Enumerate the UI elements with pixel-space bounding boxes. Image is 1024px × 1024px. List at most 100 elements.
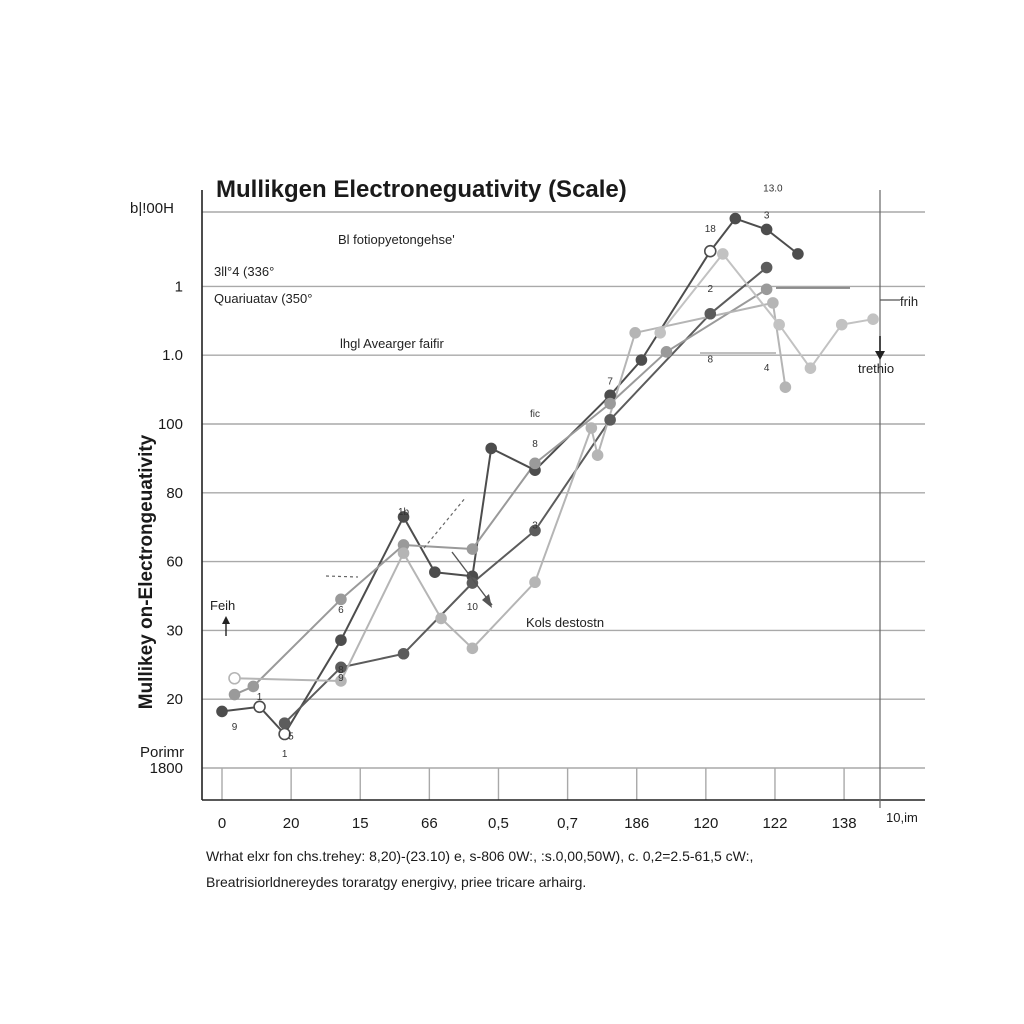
data-point bbox=[228, 671, 241, 685]
y-axis-label: Mullikey on-Electrongeuativity bbox=[136, 434, 157, 709]
annotation-a3: Quariuatav (350° bbox=[214, 291, 312, 306]
y-tick-label: 20 bbox=[166, 691, 183, 708]
dashed-stroke-2 bbox=[423, 496, 467, 549]
annotation-a8: frih bbox=[900, 294, 918, 309]
data-point bbox=[529, 576, 541, 589]
x-tick-label: 122 bbox=[762, 815, 787, 832]
annotation-a6: Feih bbox=[210, 598, 235, 613]
series-points bbox=[216, 212, 879, 741]
data-point bbox=[429, 566, 441, 578]
point-label: fic bbox=[530, 409, 540, 420]
data-point bbox=[760, 283, 773, 296]
data-point bbox=[703, 244, 717, 258]
data-point bbox=[792, 248, 804, 260]
data-point bbox=[397, 511, 410, 523]
x-tick-label: 186 bbox=[624, 815, 649, 832]
data-point bbox=[585, 422, 598, 434]
x-tick-label: 0,5 bbox=[488, 815, 509, 832]
data-point bbox=[253, 700, 266, 714]
point-label: 1 bbox=[282, 749, 288, 760]
data-point bbox=[247, 680, 260, 693]
point-label: 9 bbox=[338, 673, 344, 684]
data-point bbox=[216, 705, 228, 718]
data-point bbox=[529, 524, 541, 537]
point-label: 3 bbox=[764, 211, 770, 222]
annotation-a5: Kols destostn bbox=[526, 615, 604, 630]
data-point bbox=[529, 457, 541, 470]
data-point bbox=[629, 326, 641, 339]
data-point bbox=[767, 297, 779, 309]
chart-title: Mullikgen Electroneguativity (Scale) bbox=[216, 176, 627, 203]
data-point bbox=[773, 318, 785, 331]
y-tick-label: 100 bbox=[158, 416, 183, 433]
y-tick-label: 80 bbox=[166, 485, 183, 502]
data-point bbox=[835, 318, 848, 331]
x-tick-label: 15 bbox=[352, 815, 369, 832]
caption-line-1: Wrhat elxr fon chs.trehey: 8,20)-(23.10)… bbox=[206, 848, 754, 864]
decorations bbox=[222, 287, 900, 636]
x-right-label: 10,im bbox=[886, 810, 918, 825]
dashed-stroke-1 bbox=[325, 575, 359, 578]
data-point bbox=[716, 248, 729, 260]
x-tick-label: 0 bbox=[218, 815, 226, 832]
x-tick-label: 120 bbox=[693, 815, 718, 832]
annotation-a2: 3ll°4 (336° bbox=[214, 264, 274, 279]
x-tick-label: 20 bbox=[283, 815, 300, 832]
data-point bbox=[604, 397, 616, 410]
data-point bbox=[704, 307, 717, 320]
data-point bbox=[779, 381, 792, 394]
point-label: 18 bbox=[705, 224, 717, 235]
y-tick-label: 1.0 bbox=[162, 347, 183, 364]
point-label: 1b bbox=[398, 507, 410, 518]
point-label: 8 bbox=[707, 355, 713, 366]
annotation-a7: trethio bbox=[858, 361, 894, 376]
data-point bbox=[335, 661, 347, 674]
data-point bbox=[604, 414, 616, 426]
point-label: 9 bbox=[232, 722, 238, 733]
y-tick-label: 30 bbox=[166, 622, 183, 639]
data-point bbox=[397, 547, 410, 559]
y-tick-label: 60 bbox=[166, 554, 183, 571]
data-point bbox=[760, 223, 773, 236]
data-point bbox=[466, 642, 479, 655]
data-point bbox=[228, 688, 241, 701]
point-label: 1 bbox=[257, 692, 263, 703]
point-label: 10 bbox=[467, 602, 479, 613]
data-point bbox=[397, 647, 410, 660]
x-tick-label: 66 bbox=[421, 815, 438, 832]
grid-lines bbox=[202, 211, 925, 800]
y-tick-label: 1 bbox=[175, 278, 183, 295]
point-label: 7 bbox=[607, 376, 613, 387]
series-line-3 bbox=[234, 288, 768, 696]
data-point bbox=[485, 442, 497, 455]
point-label: 5 bbox=[288, 731, 294, 742]
data-point bbox=[278, 717, 291, 729]
x-tick-label: 138 bbox=[832, 815, 857, 832]
diagonal-arrow bbox=[451, 551, 493, 606]
y-top-label: b|!00H bbox=[130, 200, 174, 217]
y-tick-label: 1800 bbox=[150, 760, 183, 777]
annotation-a4: lhgl Avearger faifir bbox=[340, 336, 444, 351]
data-point bbox=[591, 449, 604, 462]
up-arrow-head bbox=[222, 616, 230, 624]
data-point bbox=[466, 543, 479, 555]
annotation-a1: Bl fotiopyetongehse' bbox=[338, 232, 455, 247]
down-arrow-head bbox=[875, 351, 885, 360]
data-point bbox=[760, 261, 773, 274]
y-bottom-label: Porimr bbox=[140, 744, 184, 761]
point-label: 2 bbox=[707, 284, 713, 295]
series-line-2 bbox=[283, 266, 768, 724]
data-point bbox=[335, 593, 347, 606]
data-point bbox=[635, 354, 648, 366]
point-label: 6 bbox=[338, 605, 344, 616]
point-label: 3 bbox=[532, 521, 538, 532]
point-label: 8 bbox=[338, 665, 344, 676]
data-point bbox=[804, 362, 817, 374]
data-point bbox=[654, 326, 667, 339]
x-tick-label: 0,7 bbox=[557, 815, 578, 832]
series-lines bbox=[221, 217, 874, 735]
chart-axes bbox=[201, 190, 925, 808]
